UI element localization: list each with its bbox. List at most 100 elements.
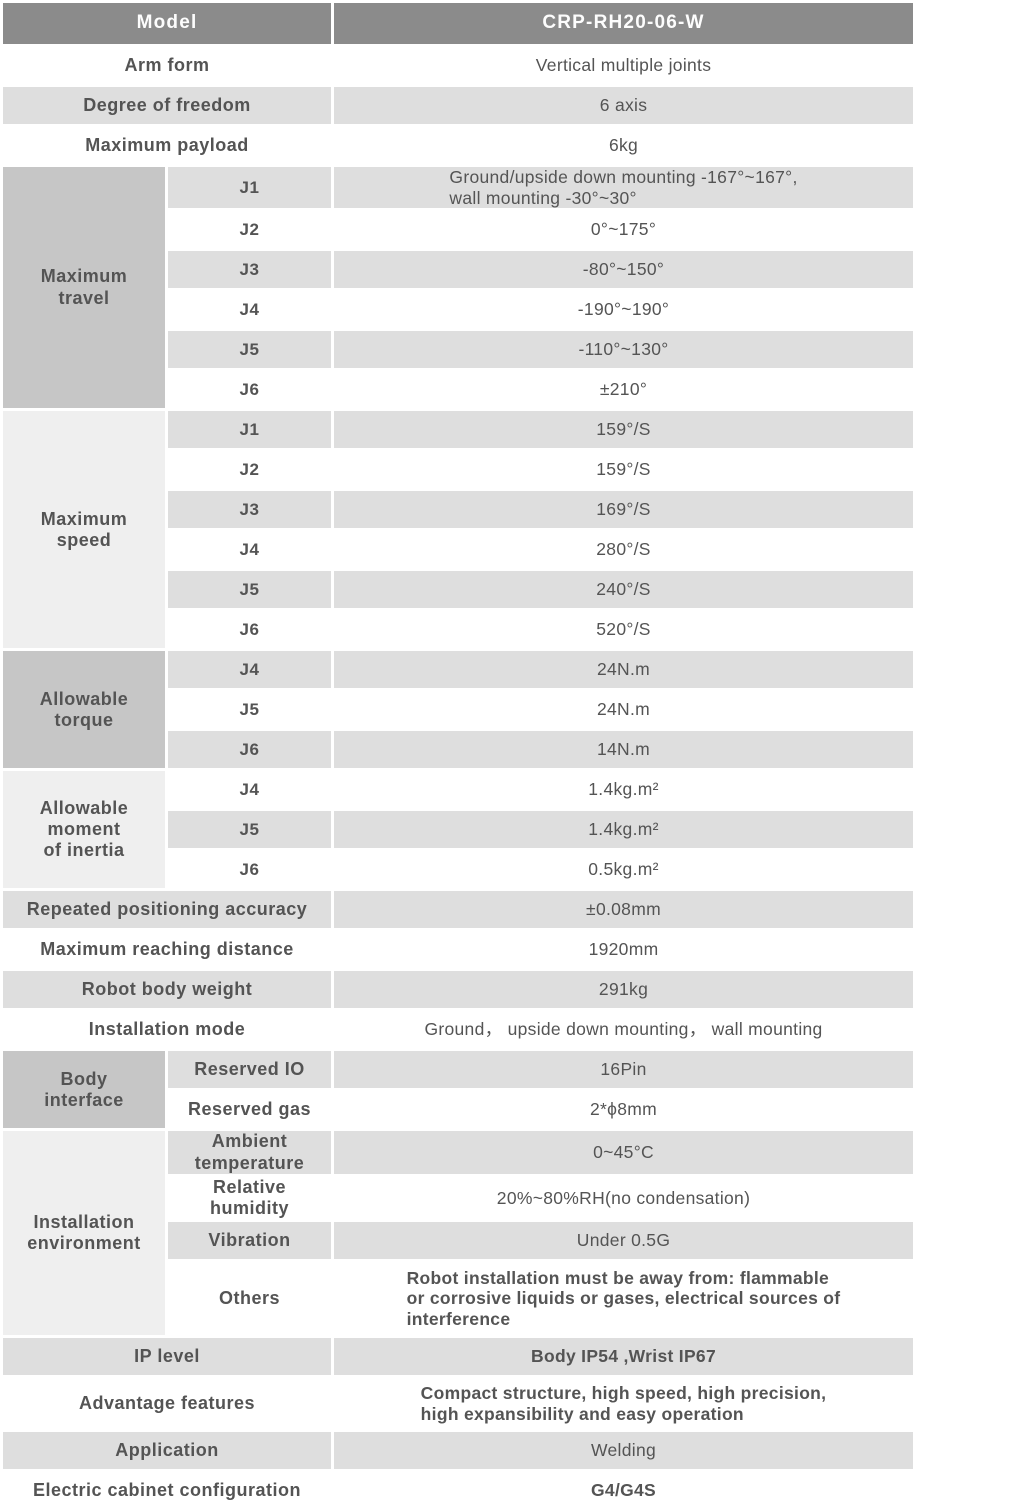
row-inertia-j5: J5 1.4kg.m² bbox=[3, 811, 914, 849]
row-travel-j2: J2 0°~175° bbox=[3, 211, 913, 248]
row-torque-j4: Allowable torque J4 24N.m bbox=[3, 651, 914, 769]
torque-j4-label: J4 bbox=[168, 651, 332, 689]
travel-j5-value: -110°~130° bbox=[334, 331, 914, 369]
travel-j3-label: J3 bbox=[168, 251, 332, 289]
model-label: Model bbox=[3, 3, 332, 44]
maximum-reaching-distance-value: 1920mm bbox=[588, 939, 659, 960]
installation-mode-label: Installation mode bbox=[88, 1019, 246, 1040]
row-speed-j3: J3 169°/S bbox=[3, 491, 914, 529]
row-travel-j1: Maximum travel J1 Ground/upside down mou… bbox=[3, 167, 914, 409]
vibration-label: Vibration bbox=[168, 1222, 332, 1260]
travel-j6-label: J6 bbox=[239, 379, 260, 399]
robot-spec-table: Model CRP-RH20-06-W Arm form Vertical mu… bbox=[3, 3, 914, 1509]
travel-j1-value: Ground/upside down mounting -167°~167°, … bbox=[334, 167, 914, 209]
row-degree-of-freedom: Degree of freedom 6 axis bbox=[3, 87, 914, 124]
reserved-gas-value: 2*ϕ8mm bbox=[589, 1099, 658, 1120]
row-torque-j5: J5 24N.m bbox=[3, 691, 913, 728]
others-value-text: Robot installation must be away from: fl… bbox=[406, 1267, 841, 1330]
ambient-temperature-value: 0~45°C bbox=[334, 1131, 914, 1174]
speed-j6-value: 520°/S bbox=[596, 619, 651, 640]
row-others: Others Robot installation must be away f… bbox=[3, 1262, 913, 1335]
arm-form-label: Arm form bbox=[124, 54, 210, 75]
row-reserved-io: Body interface Reserved IO 16Pin bbox=[3, 1051, 914, 1129]
travel-j5-label: J5 bbox=[168, 331, 332, 369]
travel-j4-label: J4 bbox=[239, 299, 260, 319]
maximum-payload-value: 6kg bbox=[608, 135, 639, 156]
row-speed-j2: J2 159°/S bbox=[3, 451, 913, 488]
row-application: Application Welding bbox=[3, 1432, 914, 1470]
electric-cabinet-configuration-label: Electric cabinet configuration bbox=[32, 1480, 302, 1501]
row-ambient-temperature: Installation environment Ambient tempera… bbox=[3, 1131, 914, 1336]
row-maximum-reaching-distance: Maximum reaching distance 1920mm bbox=[3, 931, 913, 968]
reserved-io-value: 16Pin bbox=[334, 1051, 914, 1089]
repeated-positioning-accuracy-label: Repeated positioning accuracy bbox=[3, 891, 332, 929]
speed-j3-value: 169°/S bbox=[334, 491, 914, 529]
torque-j5-label: J5 bbox=[239, 699, 260, 719]
row-ip-level: IP level Body IP54 ,Wrist IP67 bbox=[3, 1338, 914, 1376]
row-robot-body-weight: Robot body weight 291kg bbox=[3, 971, 914, 1009]
row-speed-j4: J4 280°/S bbox=[3, 531, 913, 568]
installation-mode-value: Ground， upside down mounting， wall mount… bbox=[424, 1019, 823, 1040]
row-travel-j3: J3 -80°~150° bbox=[3, 251, 914, 289]
speed-j5-label: J5 bbox=[168, 571, 332, 609]
torque-j6-value: 14N.m bbox=[334, 731, 914, 769]
degree-of-freedom-value: 6 axis bbox=[334, 87, 914, 124]
arm-form-value: Vertical multiple joints bbox=[535, 55, 712, 76]
others-value: Robot installation must be away from: fl… bbox=[334, 1262, 913, 1335]
relative-humidity-value: 20%~80%RH(no condensation) bbox=[496, 1187, 751, 1208]
row-advantage-features: Advantage features Compact structure, hi… bbox=[3, 1378, 913, 1429]
maximum-speed-section-label: Maximum speed bbox=[3, 411, 165, 649]
row-inertia-j4: Allowable moment of inertia J4 1.4kg.m² bbox=[3, 771, 913, 889]
repeated-positioning-accuracy-value: ±0.08mm bbox=[334, 891, 914, 929]
reserved-gas-label: Reserved gas bbox=[187, 1099, 312, 1120]
torque-j4-value: 24N.m bbox=[334, 651, 914, 689]
others-label: Others bbox=[218, 1288, 281, 1309]
maximum-reaching-distance-label: Maximum reaching distance bbox=[40, 939, 294, 960]
row-reserved-gas: Reserved gas 2*ϕ8mm bbox=[3, 1091, 913, 1128]
row-electric-cabinet-configuration: Electric cabinet configuration G4/G4S bbox=[3, 1472, 913, 1509]
inertia-j5-label: J5 bbox=[168, 811, 332, 849]
row-speed-j6: J6 520°/S bbox=[3, 611, 913, 648]
row-installation-mode: Installation mode Ground， upside down mo… bbox=[3, 1011, 913, 1048]
ip-level-label: IP level bbox=[3, 1338, 332, 1376]
ambient-temperature-label: Ambient temperature bbox=[168, 1131, 332, 1174]
speed-j4-value: 280°/S bbox=[596, 539, 651, 560]
row-vibration: Vibration Under 0.5G bbox=[3, 1222, 914, 1260]
speed-j6-label: J6 bbox=[239, 619, 260, 639]
inertia-j4-label: J4 bbox=[239, 779, 260, 799]
body-interface-section-label: Body interface bbox=[3, 1051, 165, 1129]
installation-environment-section-label: Installation environment bbox=[3, 1131, 165, 1336]
row-speed-j5: J5 240°/S bbox=[3, 571, 914, 609]
electric-cabinet-configuration-value: G4/G4S bbox=[591, 1480, 657, 1501]
inertia-j5-value: 1.4kg.m² bbox=[334, 811, 914, 849]
inertia-j6-value: 0.5kg.m² bbox=[588, 859, 659, 880]
travel-j2-label: J2 bbox=[239, 219, 260, 239]
speed-j3-label: J3 bbox=[168, 491, 332, 529]
application-label: Application bbox=[3, 1432, 332, 1470]
relative-humidity-label: Relative humidity bbox=[210, 1176, 289, 1218]
ip-level-value: Body IP54 ,Wrist IP67 bbox=[334, 1338, 914, 1376]
row-maximum-payload: Maximum payload 6kg bbox=[3, 127, 913, 164]
reserved-io-label: Reserved IO bbox=[168, 1051, 332, 1089]
row-model: Model CRP-RH20-06-W bbox=[3, 3, 914, 44]
row-relative-humidity: Relative humidity 20%~80%RH(no condensat… bbox=[3, 1177, 913, 1219]
row-speed-j1: Maximum speed J1 159°/S bbox=[3, 411, 914, 649]
speed-j1-label: J1 bbox=[168, 411, 332, 449]
advantage-features-value-text: Compact structure, high speed, high prec… bbox=[420, 1383, 827, 1424]
degree-of-freedom-label: Degree of freedom bbox=[3, 87, 332, 124]
advantage-features-value: Compact structure, high speed, high prec… bbox=[334, 1378, 913, 1429]
inertia-j6-label: J6 bbox=[239, 859, 260, 879]
model-value: CRP-RH20-06-W bbox=[334, 3, 914, 44]
travel-j1-label: J1 bbox=[168, 167, 332, 209]
speed-j2-label: J2 bbox=[239, 459, 260, 479]
application-value: Welding bbox=[334, 1432, 914, 1470]
allowable-inertia-section-label: Allowable moment of inertia bbox=[3, 771, 165, 889]
row-travel-j6: J6 ±210° bbox=[3, 371, 913, 408]
row-torque-j6: J6 14N.m bbox=[3, 731, 914, 769]
row-travel-j5: J5 -110°~130° bbox=[3, 331, 914, 369]
advantage-features-label: Advantage features bbox=[78, 1393, 256, 1414]
travel-j3-value: -80°~150° bbox=[334, 251, 914, 289]
speed-j4-label: J4 bbox=[239, 539, 260, 559]
travel-j1-value-text: Ground/upside down mounting -167°~167°, … bbox=[449, 167, 798, 208]
speed-j2-value: 159°/S bbox=[596, 459, 651, 480]
